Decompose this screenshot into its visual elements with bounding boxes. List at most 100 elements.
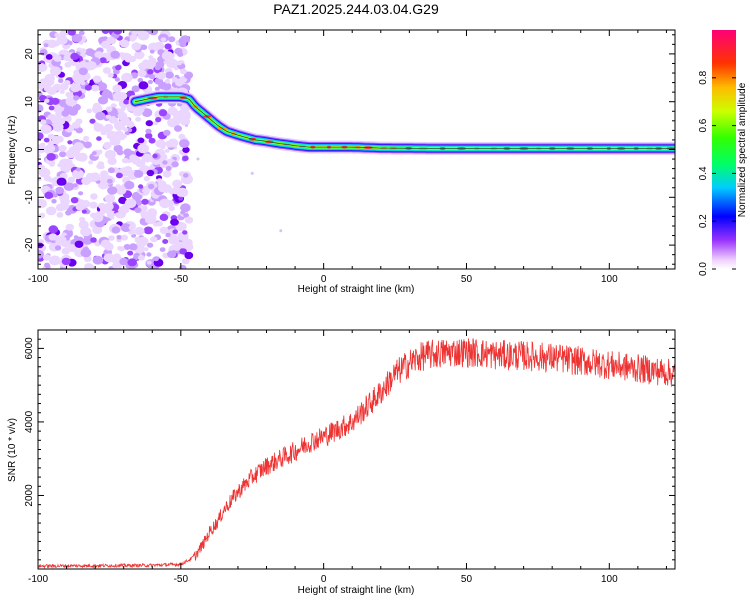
spectrogram-noise-blob [164,43,172,50]
spectrogram-noise-blob [131,157,141,165]
spectrogram-noise-blob [146,242,154,248]
spectrogram-noise-blob [45,54,53,60]
spectrogram-noise-blob [102,67,111,74]
spectrogram-noise-blob [141,198,149,205]
spectrogram-noise-blob [97,161,105,167]
spectrogram-noise-blob [81,153,87,158]
spectrogram-noise-blob [147,79,153,85]
spectrogram-noise-blob [79,60,88,68]
spectrogram-noise-blob [48,255,61,266]
spectrogram-noise-blob [92,75,102,83]
colorbar-tick-label: 0.0 [698,262,709,276]
spectrogram-noise-blob [184,216,194,224]
spectrogram-noise-blob [137,236,149,247]
spectrogram-noise-blob [171,161,179,168]
spectrogram-noise-blob [84,84,92,91]
spectrogram-noise-blob [164,148,170,153]
spectrogram-noise-blob [164,78,171,84]
spectrogram-noise-blob [174,125,182,132]
spectrogram-noise-blob [63,158,73,167]
spectrogram-noise-blob [68,107,78,116]
spectrogram-noise-blob [138,184,144,189]
spectrogram-noise-blob [177,52,184,57]
spectrogram-noise-blob [43,175,52,182]
spectrogram-noise-blob [63,80,71,86]
spectrogram-noise-blob [73,95,80,101]
spectrogram-noise-blob [179,264,187,269]
spectrogram-noise-blob [91,151,97,156]
colorbar-tick-label: 0.4 [698,166,709,180]
spectrogram-ytick-label: 10 [24,96,35,108]
spectrogram-noise-blob [121,234,128,241]
spectrogram-noise-blob [90,237,97,243]
spectrogram-noise-blob [170,218,179,226]
spectrogram-noise-blob [70,197,79,204]
snr-xtick-label: 100 [601,574,618,585]
spectrogram-noise-blob [65,210,72,216]
spectrogram-noise-blob [112,253,122,261]
spectrogram-noise-blob [116,235,122,240]
spectrogram-noise-blob [42,254,51,261]
spectrogram-noise-blob [180,203,191,213]
spectrogram-noise-blob [49,162,55,167]
spectrogram-noise-blob [38,132,44,140]
spectrogram-noise-blob [104,202,114,211]
spectrogram-xtick-label: 50 [461,274,473,285]
spectrogram-noise-blob [59,89,65,94]
spectrogram-noise-blob [131,30,139,36]
colorbar-gradient [712,30,736,269]
spectrogram-noise-blob [182,230,188,235]
spectrogram-noise-blob [99,57,107,64]
spectrogram-noise-blob [106,130,118,140]
spectrogram-noise-blob [114,77,120,82]
spectrogram-ridge-centerline [135,96,675,149]
spectrogram-noise-blob [180,117,191,126]
spectrogram-noise-blob [108,116,118,124]
spectrogram-xtick-label: 0 [321,274,327,285]
spectrogram-noise-blob [118,41,124,46]
spectrogram-noise-blob [115,64,122,71]
spectrogram-noise-blob [142,188,148,194]
spectrogram-noise-blob [121,157,129,164]
spectrogram-noise-blob [93,123,105,132]
snr-ytick-label: 4000 [24,410,35,433]
spectrogram-noise-blob [109,215,115,220]
spectrogram-noise-blob [154,64,161,71]
spectrogram-noise-blob [148,30,159,36]
spectrogram-noise-blob [179,109,191,120]
spectrogram-noise-blob [163,129,171,136]
spectrogram-noise-blob [127,250,134,256]
snr-ticks: -100 -50 0 50 100 2000 4000 6000 [24,329,675,585]
spectrogram-noise-blob [137,69,147,78]
spectrogram-noise-blob [52,115,62,123]
spectrogram-noise-blob [159,213,169,221]
spectrogram-noise-blob [172,229,178,234]
spectrogram-noise-blob [144,214,157,225]
spectrogram-noise-blob [159,247,166,253]
spectrogram-noise-blob [126,121,135,128]
spectrogram-noise-blob [54,245,62,251]
spectrogram-noise-blob [123,99,130,105]
spectrogram-noise-blob [120,133,127,139]
spectrogram-noise-blob [72,183,78,188]
spectrogram-noise-blob [83,135,90,142]
spectrogram-noise-blob [128,243,138,251]
spectrogram-noise-blob [131,85,140,93]
spectrogram-noise-blob [123,244,131,250]
spectrogram-noise-blob [135,116,142,122]
spectrogram-noise-blob [78,30,85,36]
spectrogram-noise-blob [67,140,73,145]
spectrogram-noise-blob [105,114,111,119]
spectrogram-noise-blob [126,159,132,164]
spectrogram-noise-blob [181,258,190,265]
snr-panel: -100 -50 0 50 100 2000 4000 6000 Height of stra… [7,329,676,596]
spectrogram-noise-blob [165,232,171,238]
spectrogram-noise-blob [142,59,151,67]
spectrogram-ridge [128,90,675,155]
spectrogram-noise-blob [49,66,62,76]
spectrogram-noise-blob [182,146,190,153]
spectrogram-noise-blob [132,107,143,117]
spectrogram-noise-blob [171,77,178,82]
